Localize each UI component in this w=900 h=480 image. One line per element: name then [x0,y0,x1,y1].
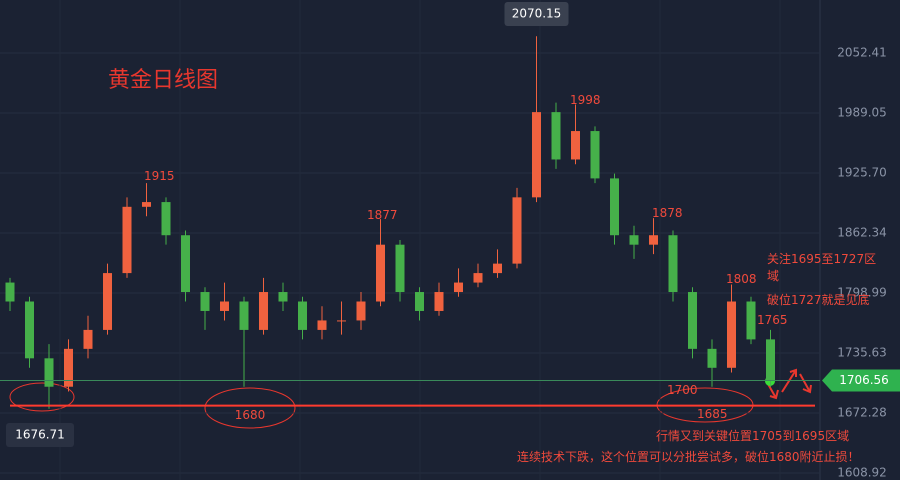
candle-body [707,348,717,368]
arrow [799,373,812,394]
candle-body [278,292,288,302]
candle-body [649,235,658,245]
candle-body [668,235,678,293]
annotation: 1878 [652,206,683,220]
arrow [767,383,779,400]
y-tick-label: 1925.70 [837,166,887,180]
candle-body [220,301,229,311]
annotation: 1765 [757,313,788,327]
candle-body [746,301,756,340]
circle-marker [9,382,75,412]
candle-body [337,320,346,322]
annotation: 1877 [367,208,398,222]
price-tag [822,369,900,392]
price-tag-label: 1706.56 [839,373,889,387]
candle-body [259,292,268,330]
candle-body [122,206,132,274]
candle-body [571,131,580,160]
candle-body [161,202,171,236]
candle-body [590,131,600,179]
candle-body [44,358,54,387]
y-tick-label: 1989.05 [837,106,887,120]
y-tick-label: 2052.41 [837,46,887,60]
annotation: 1915 [144,169,175,183]
candle-body [200,292,210,311]
y-tick-label: 1672.28 [837,405,887,419]
y-tick-label: 1862.34 [837,226,887,240]
candle-body [239,301,249,330]
candle-body [434,292,444,311]
candle-body [376,244,385,302]
candle-body [25,301,34,359]
y-tick-label: 1608.92 [837,465,887,479]
candle-body [395,244,405,293]
high-callout: 2070.15 [512,7,562,21]
candle-body [727,301,736,368]
annotation: 连续技术下跌，这个位置可以分批尝试多，破位1680附近止损！ [517,450,860,464]
annotation: 行情又到关键位置1705到1695区域 [656,429,850,443]
candle-body [551,112,561,160]
candle-body [532,112,541,198]
chart-title: 黄金日线图 [108,68,219,93]
candle-body [356,301,366,321]
candle-body [181,235,190,293]
circle-marker [204,387,296,429]
high-callout-box [504,2,569,26]
annotation: 1685 [697,407,728,421]
annotation: 破位1727就是见底 [767,293,870,307]
annotation: 1808 [726,272,757,286]
y-tick-label: 1735.63 [837,345,887,359]
candle-body [64,348,73,387]
candle-body [142,202,151,207]
candle-body [766,339,775,381]
annotation: 1700 [667,383,698,397]
candle-body [454,282,463,293]
candle-body [5,282,15,302]
candle-body [610,178,619,236]
candle-body [317,320,327,330]
candle-body [512,197,522,264]
candle-body [493,263,502,274]
low-callout: 1676.71 [15,428,65,442]
low-callout-box [6,423,74,447]
candle-body [473,273,483,283]
candle-body [688,292,697,349]
support-label: 1680 [235,408,266,422]
candle-body [83,329,93,349]
candle-body [415,292,424,311]
annotation: 关注1695至1727区域 [767,252,877,283]
annotation: 1998 [570,93,601,107]
candle-body [629,235,639,245]
y-tick-label: 1798.99 [837,285,887,299]
candle-body [298,301,307,330]
candle-body [103,273,112,330]
